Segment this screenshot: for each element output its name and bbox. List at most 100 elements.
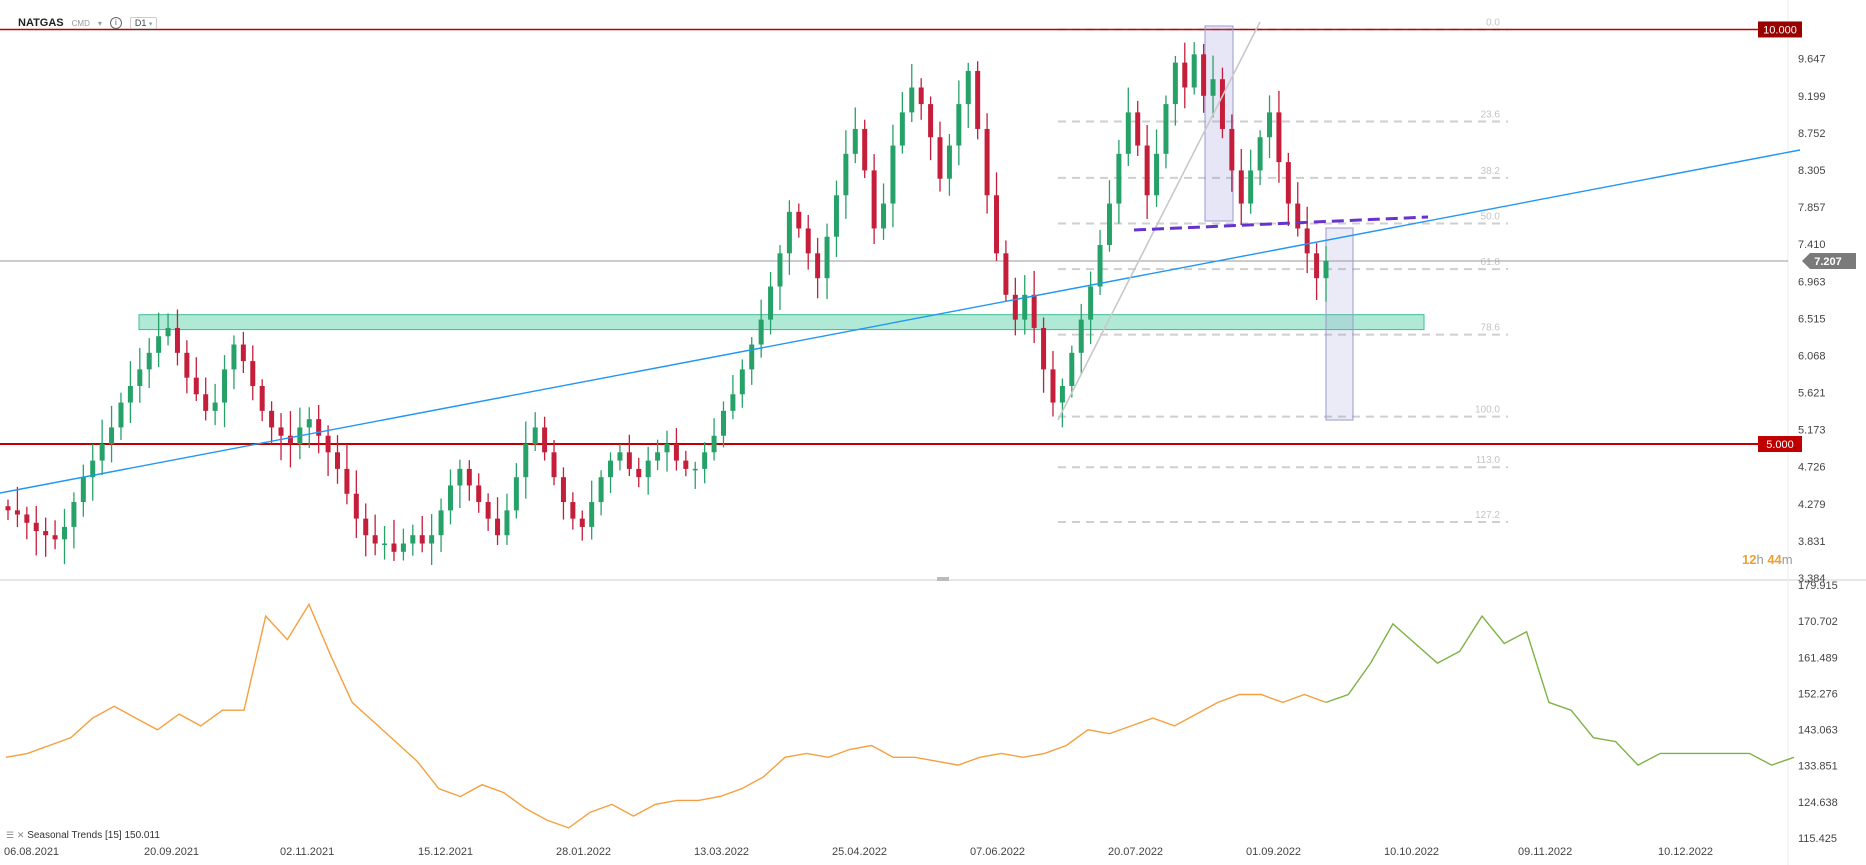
candle-body bbox=[344, 468, 350, 494]
price-tick-label: 3.384 bbox=[1798, 573, 1826, 585]
price-tick-label: 4.726 bbox=[1798, 462, 1826, 474]
candle-body bbox=[579, 518, 585, 527]
candle-body bbox=[589, 502, 595, 527]
candle-body bbox=[739, 369, 745, 395]
candle-body bbox=[702, 452, 708, 469]
source-label: CMD bbox=[71, 18, 90, 28]
candle-body bbox=[608, 460, 614, 478]
price-tick-label: 6.068 bbox=[1798, 350, 1826, 362]
candle-body bbox=[909, 87, 915, 113]
candle-body bbox=[984, 128, 990, 196]
candle-body bbox=[184, 352, 190, 378]
fibonacci-retracement[interactable]: 0.0 23.6 38.2 50.0 61.8 78.6 100.0 113.0 127.2 bbox=[1058, 17, 1508, 523]
fib-level-label: 23.6 bbox=[1481, 109, 1501, 120]
candle-body bbox=[193, 377, 199, 395]
candle-body bbox=[495, 518, 501, 536]
candle-body bbox=[127, 385, 133, 403]
fib-level-label: 50.0 bbox=[1481, 211, 1501, 222]
candle-body bbox=[542, 427, 548, 453]
level-5-badge: 5.000 bbox=[1758, 436, 1802, 453]
time-axis: 06.08.2021 20.09.2021 02.11.2021 15.12.2021… bbox=[4, 846, 1713, 858]
candlestick-series bbox=[5, 42, 1329, 565]
fib-level-label: 113.0 bbox=[1476, 455, 1501, 466]
candle-body bbox=[419, 535, 425, 544]
candle-body bbox=[730, 394, 736, 411]
candle-body bbox=[1295, 203, 1301, 229]
candle-body bbox=[1116, 153, 1122, 204]
candle-body bbox=[786, 211, 792, 254]
candle-body bbox=[335, 452, 340, 469]
date-tick-label: 20.09.2021 bbox=[144, 846, 199, 858]
neckline-dashed[interactable] bbox=[1133, 215, 1429, 232]
candle-body bbox=[1323, 260, 1329, 279]
candle-body bbox=[90, 460, 96, 478]
price-tick-label: 8.752 bbox=[1798, 128, 1826, 140]
candle-body bbox=[1248, 170, 1254, 204]
candle-body bbox=[1097, 245, 1103, 287]
candle-body bbox=[1182, 62, 1188, 88]
candle-body bbox=[1163, 104, 1169, 154]
highlight-box-bottom[interactable] bbox=[1325, 227, 1354, 421]
candle-body bbox=[890, 145, 896, 204]
chevron-down-icon[interactable]: ▾ bbox=[97, 18, 102, 28]
indicator-close-icon[interactable]: ✕ bbox=[16, 830, 25, 840]
price-tick-label: 7.410 bbox=[1798, 239, 1826, 251]
svg-text:10.000: 10.000 bbox=[1763, 24, 1797, 36]
candle-body bbox=[673, 444, 679, 461]
date-tick-label: 13.03.2022 bbox=[694, 846, 749, 858]
candle-body bbox=[99, 444, 105, 461]
candle-body bbox=[636, 468, 642, 478]
fib-anchor-line[interactable] bbox=[1057, 21, 1261, 421]
candle-body bbox=[278, 427, 284, 436]
candle-body bbox=[749, 344, 755, 370]
candle-body bbox=[1314, 253, 1320, 279]
symbol-label[interactable]: NATGAS bbox=[18, 17, 64, 29]
candle-body bbox=[438, 510, 444, 536]
fib-level-label: 100.0 bbox=[1475, 405, 1500, 416]
candle-body bbox=[269, 410, 275, 428]
candle-body bbox=[683, 460, 689, 469]
timeframe-select[interactable]: D1 ▾ bbox=[129, 17, 158, 29]
panel-resize-handle[interactable] bbox=[937, 577, 949, 581]
candle-body bbox=[382, 543, 388, 546]
ascending-trendline[interactable] bbox=[0, 149, 1801, 494]
date-tick-label: 10.12.2022 bbox=[1658, 846, 1713, 858]
price-tick-label: 3.831 bbox=[1798, 536, 1826, 548]
date-tick-label: 06.08.2021 bbox=[4, 846, 59, 858]
candle-body bbox=[287, 435, 293, 445]
highlight-box-top[interactable] bbox=[1204, 25, 1234, 222]
candle-body bbox=[965, 70, 971, 105]
timer-hours: 12 bbox=[1742, 552, 1757, 567]
candle-body bbox=[560, 477, 566, 503]
candle-body bbox=[768, 286, 774, 320]
candle-body bbox=[513, 477, 519, 511]
candle-body bbox=[1172, 62, 1178, 105]
candle-body bbox=[824, 236, 830, 279]
level-10-badge: 10.000 bbox=[1758, 21, 1802, 38]
candle-body bbox=[231, 344, 237, 370]
candle-body bbox=[250, 361, 256, 386]
candle-body bbox=[598, 477, 604, 503]
info-icon[interactable]: i bbox=[109, 17, 122, 29]
candle-body bbox=[815, 253, 821, 279]
indicator-tick-label: 124.638 bbox=[1798, 797, 1838, 809]
date-tick-label: 25.04.2022 bbox=[832, 846, 887, 858]
indicator-tick-label: 170.702 bbox=[1798, 616, 1838, 628]
candle-body bbox=[862, 128, 868, 171]
candle-body bbox=[1144, 145, 1150, 196]
candle-body bbox=[655, 452, 661, 461]
candle-body bbox=[1238, 170, 1244, 204]
candle-body bbox=[165, 327, 171, 337]
support-zone[interactable] bbox=[138, 314, 1425, 331]
candle-body bbox=[259, 385, 265, 411]
indicator-settings-icon[interactable]: ☰ bbox=[6, 830, 15, 840]
candle-body bbox=[918, 87, 924, 105]
date-tick-label: 02.11.2021 bbox=[280, 846, 334, 858]
candle-body bbox=[118, 402, 124, 428]
candle-body bbox=[222, 369, 228, 403]
candle-body bbox=[1276, 112, 1282, 163]
candle-body bbox=[457, 468, 463, 486]
candle-body bbox=[1088, 286, 1094, 320]
price-tick-label: 9.647 bbox=[1798, 54, 1826, 66]
